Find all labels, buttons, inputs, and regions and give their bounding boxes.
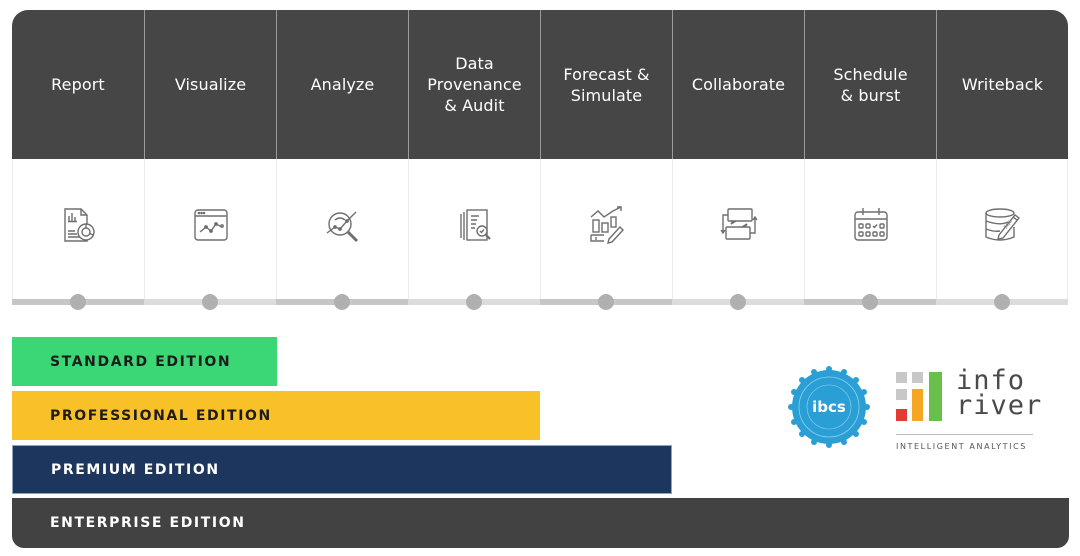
feature-icon-cell [276,159,408,302]
feature-title: Analyze [276,10,408,159]
chat-exchange-icon [719,207,758,240]
logo-divider [896,434,1033,435]
feature-grid: Report Visualize Analyz [12,10,1068,310]
svg-text:SQL: SQL [1003,218,1014,230]
feature-title: Writeback [936,10,1068,159]
feature-column-forecast: Forecast & Simulate [540,10,672,310]
timeline-dot [862,294,878,310]
timeline-dot [994,294,1010,310]
feature-column-schedule: Schedule & burst [804,10,936,310]
feature-title: Forecast & Simulate [540,10,672,159]
calendar-icon [853,207,888,241]
report-icon [63,207,95,242]
edition-label: ENTERPRISE EDITION [50,515,246,531]
feature-title: Data Provenance & Audit [408,10,540,159]
timeline-dot [202,294,218,310]
document-audit-icon [459,208,491,241]
feature-icon-cell [804,159,936,302]
feature-icon-cell [672,159,804,302]
ibcs-certified-badge-icon: ibcs [788,366,870,448]
feature-column-visualize: Visualize [144,10,276,310]
enterprise-edition-bar: ENTERPRISE EDITION [12,498,1069,548]
database-sql-pencil-icon: SQL [985,207,1020,241]
professional-edition-bar: PROFESSIONAL EDITION [12,391,540,440]
standard-edition-bar: STANDARD EDITION [12,337,277,386]
analyze-magnifier-icon [326,211,358,242]
inforiver-logo-bars-icon [896,372,946,424]
timeline-dot [70,294,86,310]
feature-icon-cell: SQL [936,159,1068,302]
feature-column-collaborate: Collaborate [672,10,804,310]
feature-column-writeback: Writeback SQL [936,10,1068,310]
brand-name: info river [956,365,1043,421]
edition-label: PROFESSIONAL EDITION [50,407,272,424]
timeline-dot [466,294,482,310]
feature-icon-cell [408,159,540,302]
edition-label: PREMIUM EDITION [51,461,220,478]
timeline-dot [598,294,614,310]
line-chart-window-icon [193,208,228,241]
feature-column-analyze: Analyze [276,10,408,310]
premium-edition-bar: PREMIUM EDITION [12,445,672,494]
feature-title: Report [12,10,144,159]
edition-label: STANDARD EDITION [50,353,232,370]
inforiver-logo: info river INTELLIGENT ANALYTICS [896,367,1041,456]
feature-column-report: Report [12,10,144,310]
forecast-chart-icon [589,205,624,244]
brand-tagline: INTELLIGENT ANALYTICS [896,442,1027,451]
feature-title: Schedule & burst [804,10,936,159]
timeline-dot [334,294,350,310]
timeline-dot [730,294,746,310]
feature-icon-cell [540,159,672,302]
feature-column-data-provenance: Data Provenance & Audit [408,10,540,310]
feature-icon-cell [12,159,144,302]
feature-icon-cell [144,159,276,302]
feature-title: Collaborate [672,10,804,159]
feature-title: Visualize [144,10,276,159]
svg-text:ibcs: ibcs [812,398,846,416]
